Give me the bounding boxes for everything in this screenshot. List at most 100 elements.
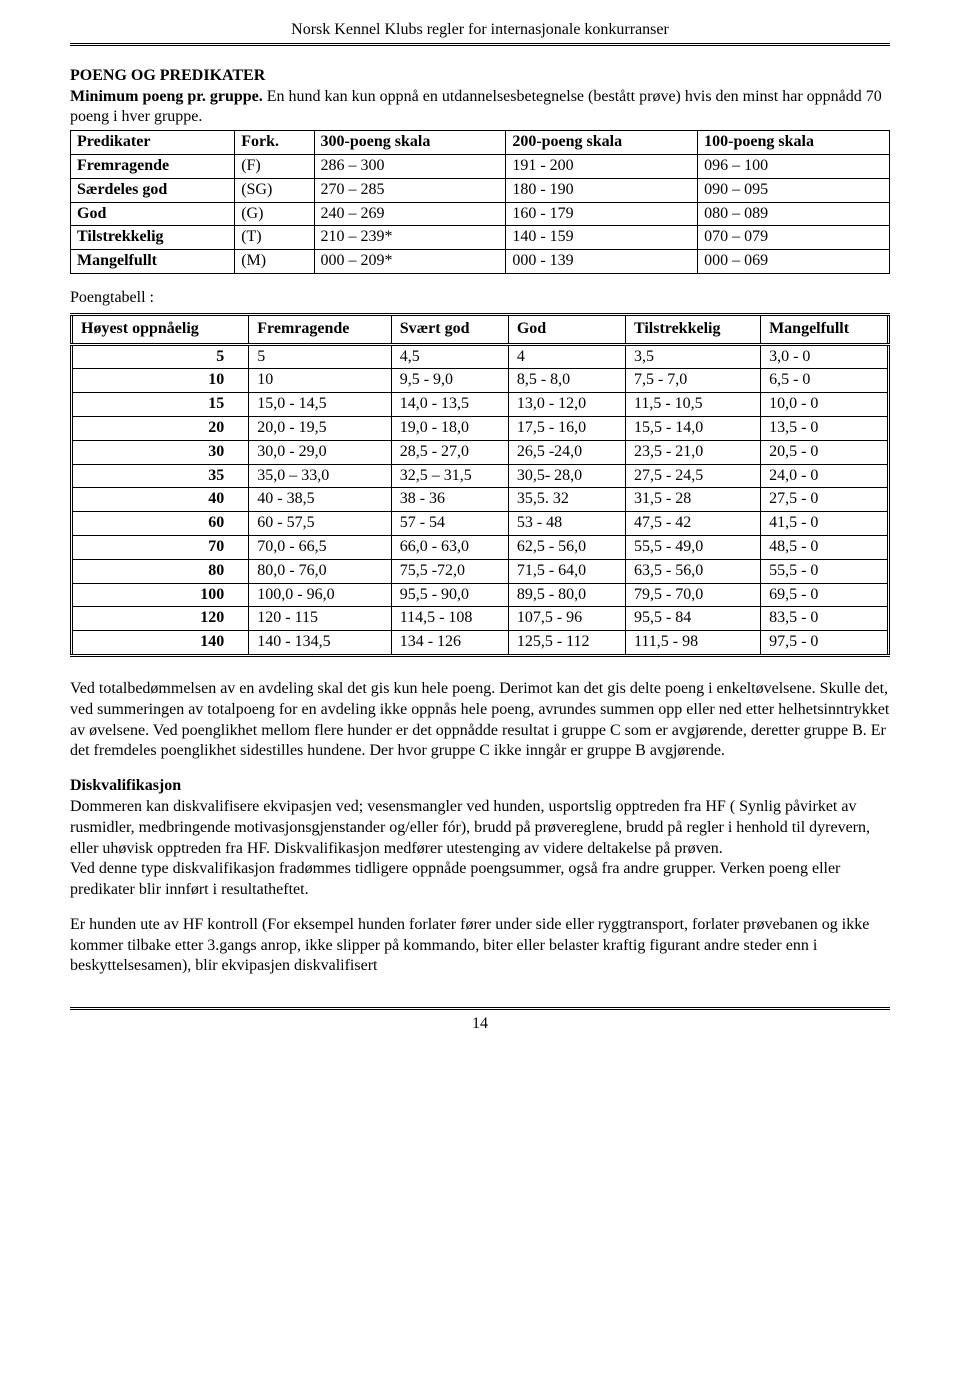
table-row: Fremragende(F)286 – 300191 - 200096 – 10… (71, 154, 890, 178)
cell: 6,5 - 0 (761, 369, 889, 393)
cell: 35,5. 32 (508, 488, 625, 512)
cell: 15,5 - 14,0 (625, 416, 760, 440)
cell: 89,5 - 80,0 (508, 583, 625, 607)
cell: 15 (72, 393, 249, 417)
cell: 120 - 115 (249, 607, 391, 631)
cell: Fremragende (71, 154, 235, 178)
table-header-row: Høyest oppnåelig Fremragende Svært god G… (72, 314, 889, 344)
cell: 20 (72, 416, 249, 440)
cell: 160 - 179 (506, 202, 698, 226)
table-row: 4040 - 38,538 - 3635,5. 3231,5 - 2827,5 … (72, 488, 889, 512)
th: God (508, 314, 625, 344)
cell: 8,5 - 8,0 (508, 369, 625, 393)
table-row: 2020,0 - 19,519,0 - 18,017,5 - 16,015,5 … (72, 416, 889, 440)
table-row: 100100,0 - 96,095,5 - 90,089,5 - 80,079,… (72, 583, 889, 607)
cell: 140 - 159 (506, 226, 698, 250)
page-number: 14 (70, 1014, 890, 1035)
cell: 096 – 100 (698, 154, 890, 178)
cell: 20,0 - 19,5 (249, 416, 391, 440)
cell: 48,5 - 0 (761, 535, 889, 559)
cell: 35 (72, 464, 249, 488)
cell: 83,5 - 0 (761, 607, 889, 631)
cell: 000 – 209* (314, 250, 506, 274)
header-rule-2 (70, 45, 890, 46)
minimum-line: Minimum poeng pr. gruppe. En hund kan ku… (70, 87, 890, 129)
th: 100-poeng skala (698, 131, 890, 155)
cell: 47,5 - 42 (625, 512, 760, 536)
cell: 27,5 - 24,5 (625, 464, 760, 488)
cell: (F) (235, 154, 314, 178)
table-row: Mangelfullt(M)000 – 209*000 - 139000 – 0… (71, 250, 890, 274)
cell: 40 (72, 488, 249, 512)
cell: Mangelfullt (71, 250, 235, 274)
cell: 17,5 - 16,0 (508, 416, 625, 440)
cell: Særdeles god (71, 178, 235, 202)
cell: 080 – 089 (698, 202, 890, 226)
cell: 31,5 - 28 (625, 488, 760, 512)
header-rule-1 (70, 43, 890, 44)
cell: 24,0 - 0 (761, 464, 889, 488)
section-title: POENG OG PREDIKATER (70, 66, 890, 87)
cell: 100,0 - 96,0 (249, 583, 391, 607)
cell: 000 – 069 (698, 250, 890, 274)
cell: 55,5 - 0 (761, 559, 889, 583)
cell: 57 - 54 (391, 512, 508, 536)
cell: 3,5 (625, 344, 760, 369)
cell: (T) (235, 226, 314, 250)
table-row: 120120 - 115114,5 - 108107,5 - 9695,5 - … (72, 607, 889, 631)
cell: 240 – 269 (314, 202, 506, 226)
minimum-bold: Minimum poeng pr. gruppe. (70, 88, 263, 105)
cell: 30,5- 28,0 (508, 464, 625, 488)
cell: 75,5 -72,0 (391, 559, 508, 583)
th: Fremragende (249, 314, 391, 344)
cell: 4 (508, 344, 625, 369)
cell: God (71, 202, 235, 226)
cell: 7,5 - 7,0 (625, 369, 760, 393)
th: Tilstrekkelig (625, 314, 760, 344)
table-row: God(G)240 – 269160 - 179080 – 089 (71, 202, 890, 226)
cell: 60 - 57,5 (249, 512, 391, 536)
cell: 35,0 – 33,0 (249, 464, 391, 488)
cell: 134 - 126 (391, 631, 508, 656)
table-row: 8080,0 - 76,075,5 -72,071,5 - 64,063,5 -… (72, 559, 889, 583)
cell: 107,5 - 96 (508, 607, 625, 631)
table-row: 10109,5 - 9,08,5 - 8,07,5 - 7,06,5 - 0 (72, 369, 889, 393)
cell: 270 – 285 (314, 178, 506, 202)
table-row: 3535,0 – 33,032,5 – 31,530,5- 28,027,5 -… (72, 464, 889, 488)
cell: 13,0 - 12,0 (508, 393, 625, 417)
th: Svært god (391, 314, 508, 344)
th: 300-poeng skala (314, 131, 506, 155)
cell: 69,5 - 0 (761, 583, 889, 607)
cell: 62,5 - 56,0 (508, 535, 625, 559)
cell: 70,0 - 66,5 (249, 535, 391, 559)
table-row: Særdeles god(SG)270 – 285180 - 190090 – … (71, 178, 890, 202)
th: Fork. (235, 131, 314, 155)
cell: 10 (249, 369, 391, 393)
cell: 100 (72, 583, 249, 607)
cell: 9,5 - 9,0 (391, 369, 508, 393)
table-row: 140140 - 134,5134 - 126125,5 - 112111,5 … (72, 631, 889, 656)
cell: 41,5 - 0 (761, 512, 889, 536)
poengtabell: Høyest oppnåelig Fremragende Svært god G… (70, 313, 890, 657)
table-row: 6060 - 57,557 - 5453 - 4847,5 - 4241,5 -… (72, 512, 889, 536)
cell: 120 (72, 607, 249, 631)
cell: 38 - 36 (391, 488, 508, 512)
cell: 5 (72, 344, 249, 369)
cell: 111,5 - 98 (625, 631, 760, 656)
cell: 23,5 - 21,0 (625, 440, 760, 464)
cell: 191 - 200 (506, 154, 698, 178)
cell: 20,5 - 0 (761, 440, 889, 464)
cell: 30 (72, 440, 249, 464)
cell: (G) (235, 202, 314, 226)
cell: (SG) (235, 178, 314, 202)
cell: 13,5 - 0 (761, 416, 889, 440)
cell: 140 (72, 631, 249, 656)
cell: 80,0 - 76,0 (249, 559, 391, 583)
paragraph-disk-3: Er hunden ute av HF kontroll (For eksemp… (70, 915, 890, 977)
cell: 63,5 - 56,0 (625, 559, 760, 583)
th: 200-poeng skala (506, 131, 698, 155)
cell: Tilstrekkelig (71, 226, 235, 250)
cell: 27,5 - 0 (761, 488, 889, 512)
table-row: 3030,0 - 29,028,5 - 27,026,5 -24,023,5 -… (72, 440, 889, 464)
table-header-row: Predikater Fork. 300-poeng skala 200-poe… (71, 131, 890, 155)
